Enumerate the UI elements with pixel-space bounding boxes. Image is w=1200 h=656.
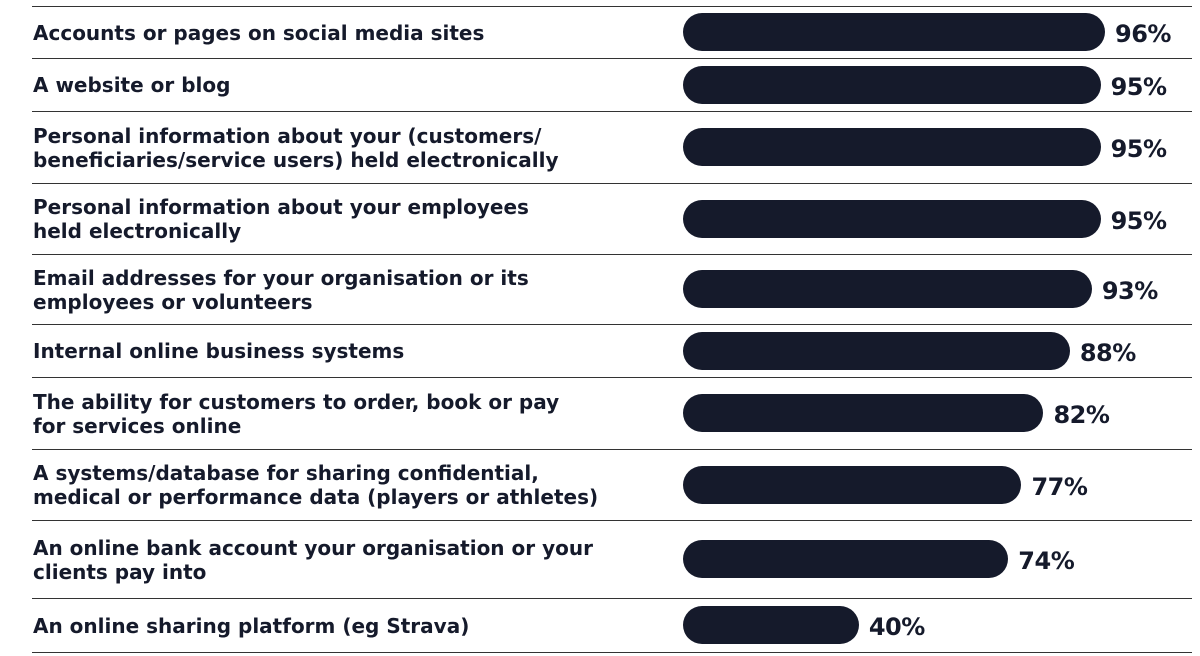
category-label: Email addresses for your organisation or… (33, 265, 529, 314)
bar (683, 199, 1101, 238)
row-separator (32, 324, 1192, 325)
bar (683, 606, 859, 644)
value-label: 77% (1031, 472, 1088, 501)
value-label: 96% (1115, 20, 1171, 48)
bar (683, 540, 1009, 578)
value-label: 82% (1053, 401, 1110, 429)
row-separator (32, 377, 1192, 378)
category-label: Internal online business systems (33, 339, 405, 363)
category-label: An online bank account your organisation… (33, 535, 593, 584)
row-separator (32, 6, 1192, 7)
row-separator (32, 598, 1192, 599)
bar (683, 465, 1022, 504)
category-label: Personal information about your (custome… (33, 123, 559, 172)
bar (683, 128, 1101, 166)
category-label: The ability for customers to order, book… (33, 389, 560, 438)
category-label: A website or blog (33, 73, 231, 97)
bar (683, 270, 1092, 308)
value-label: 95% (1110, 206, 1167, 235)
row-separator (32, 254, 1192, 255)
row-separator (32, 58, 1192, 59)
category-label: Personal information about your employee… (33, 195, 529, 243)
category-label: A systems/database for sharing confident… (33, 461, 599, 509)
value-label: 93% (1101, 277, 1158, 305)
bar (683, 65, 1101, 104)
value-label: 95% (1110, 135, 1167, 163)
row-separator (32, 652, 1192, 653)
value-label: 40% (868, 613, 925, 641)
bar (683, 331, 1070, 370)
bar (683, 13, 1106, 51)
row-separator (32, 449, 1192, 450)
value-label: 88% (1079, 338, 1136, 367)
value-label: 95% (1110, 72, 1167, 101)
row-separator (32, 183, 1192, 184)
value-label: 74% (1018, 547, 1075, 575)
category-label: An online sharing platform (eg Strava) (33, 613, 470, 638)
bar (683, 394, 1044, 432)
row-separator (32, 520, 1192, 521)
category-label: Accounts or pages on social media sites (33, 20, 485, 45)
row-separator (32, 111, 1192, 112)
